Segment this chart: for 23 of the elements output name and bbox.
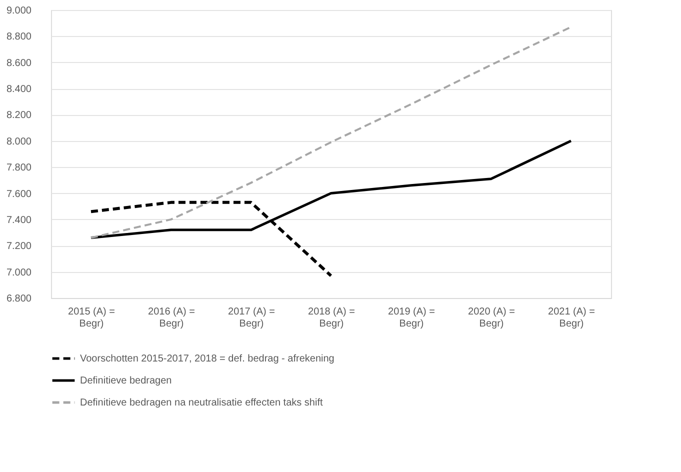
y-tick-label: 8.400 <box>6 84 32 96</box>
line-series <box>90 26 572 239</box>
legend-label: Definitieve bedragen na neutralisatie effecten taks shift <box>80 398 323 408</box>
x-tick-label: 2021 (A) = Begr) <box>548 306 596 330</box>
y-tick-label: 7.200 <box>6 241 32 252</box>
x-tick-label: 2019 (A) = Begr) <box>388 306 436 330</box>
x-tick-label: 2020 (A) = Begr) <box>468 306 516 330</box>
y-tick-label: 8.000 <box>6 136 32 148</box>
y-tick-label: 7.600 <box>6 188 32 200</box>
x-tick-label: 2016 (A) = Begr) <box>148 306 196 330</box>
y-tick-label: 6.800 <box>6 294 32 304</box>
x-tick-label: 2018 (A) = Begr) <box>308 306 356 330</box>
y-tick-label: 8.600 <box>6 58 32 69</box>
y-tick-label: 7.400 <box>6 214 32 226</box>
y-tick-label: 9.000 <box>6 6 32 16</box>
x-tick-label: 2015 (A) = Begr) <box>68 306 116 330</box>
y-tick-label: 7.000 <box>6 267 32 278</box>
y-tick-label: 7.800 <box>6 162 32 174</box>
y-tick-label: 8.800 <box>6 32 32 43</box>
legend-label: Definitieve bedragen <box>80 376 172 386</box>
legend-label: Voorschotten 2015-2017, 2018 = def. bedrag - afrekening <box>80 354 334 364</box>
y-tick-label: 8.200 <box>6 110 32 122</box>
x-tick-label: 2017 (A) = Begr) <box>228 306 276 330</box>
